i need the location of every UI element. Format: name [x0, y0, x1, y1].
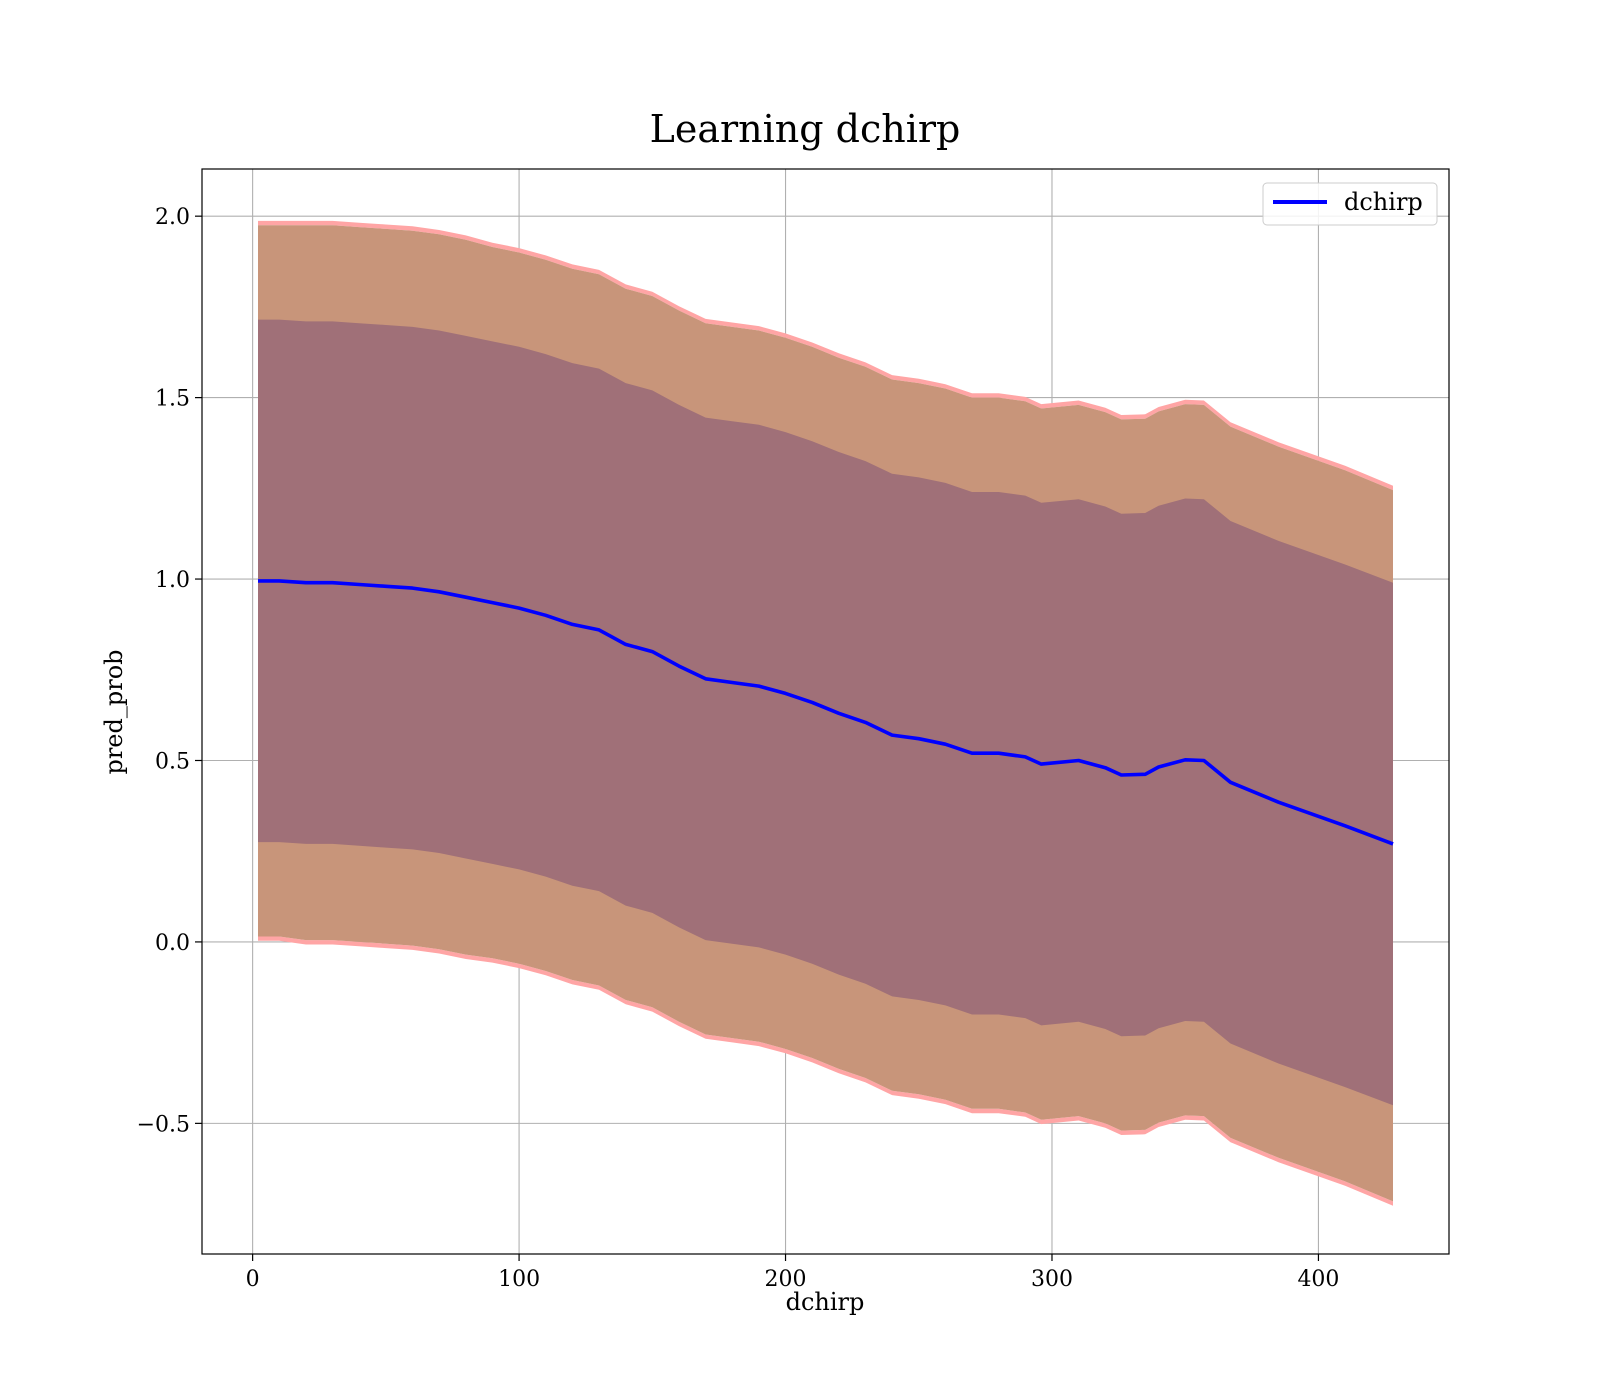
axes-frame	[201, 168, 1450, 1255]
series-lines	[258, 579, 1394, 846]
confidence-bands	[258, 220, 1393, 1206]
y-axis-label: pred_prob	[100, 649, 128, 774]
y-tick-label: −0.5	[137, 1112, 190, 1137]
y-tick-label: 0.0	[155, 931, 190, 956]
y-tick-label: 0.5	[155, 749, 190, 774]
chart-title: Learning dchirp	[650, 107, 961, 151]
x-tick-label: 300	[1031, 1267, 1073, 1292]
y-tick-label: 1.0	[155, 568, 190, 593]
legend-box	[1262, 182, 1438, 226]
x-tick-label: 100	[498, 1267, 540, 1292]
x-axis-label: dchirp	[786, 1288, 865, 1316]
legend-label: dchirp	[1344, 188, 1423, 216]
y-tick-label: 1.5	[155, 387, 190, 412]
ticks: 0 100 200 300 400 −0.5 0.0 0.5 1.0 1.5 2.0	[137, 205, 1340, 1292]
legend: dchirp	[1262, 182, 1438, 226]
series-line-dchirp	[258, 579, 1394, 846]
y-tick-label: 2.0	[155, 205, 190, 230]
x-tick-label: 0	[246, 1267, 260, 1292]
x-tick-label: 200	[765, 1267, 807, 1292]
x-tick-label: 400	[1297, 1267, 1339, 1292]
inner-confidence-band	[258, 319, 1393, 1106]
